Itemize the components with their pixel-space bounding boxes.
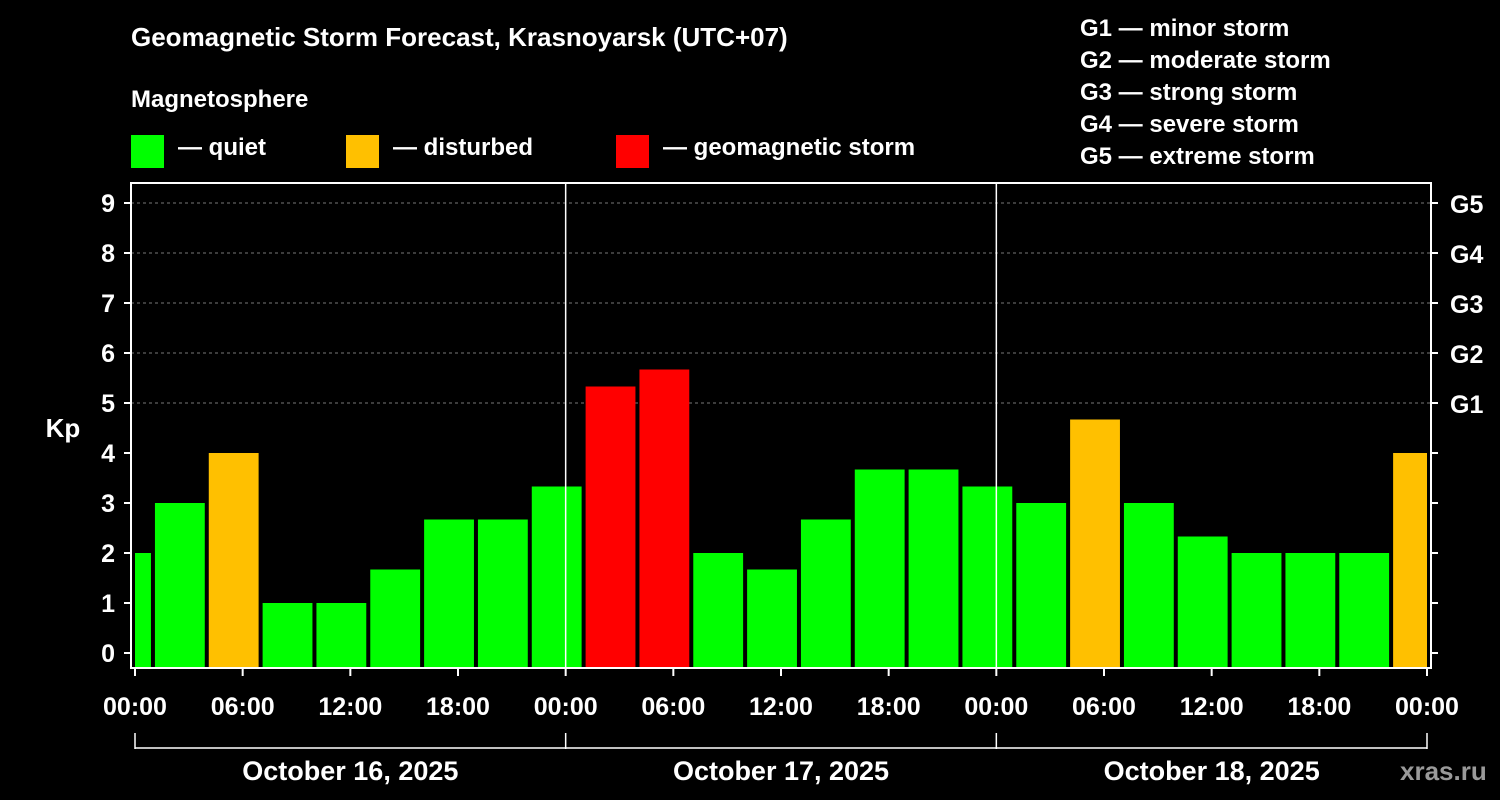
kp-bar xyxy=(1177,536,1228,668)
legend-swatch-disturbed xyxy=(346,134,379,168)
x-tick-label: 00:00 xyxy=(1395,693,1459,721)
date-axis: October 16, 2025 October 17, 2025 October … xyxy=(134,733,1428,786)
kp-bar xyxy=(693,553,744,668)
kp-bar xyxy=(1393,453,1427,668)
kp-bar xyxy=(316,603,367,668)
kp-bars xyxy=(135,369,1427,668)
g-scale-item-g3: G3 — strong storm xyxy=(1080,79,1298,106)
x-tick-label: 12:00 xyxy=(1180,693,1244,721)
y-tick-label: 0 xyxy=(101,640,115,668)
g-tick-label: G1 xyxy=(1450,391,1483,419)
date-label: October 17, 2025 xyxy=(673,756,889,786)
kp-bar xyxy=(747,569,797,668)
g-tick-label: G3 xyxy=(1450,291,1483,319)
legend-disturbed: — disturbed xyxy=(346,134,533,168)
kp-bar xyxy=(1231,553,1282,668)
kp-bar xyxy=(1016,503,1067,668)
y-axis-label: Kp xyxy=(46,413,81,443)
x-tick-label: 18:00 xyxy=(857,693,921,721)
kp-bar xyxy=(962,486,1013,668)
y-tick-label: 5 xyxy=(101,390,115,418)
y-tick-label: 6 xyxy=(101,340,115,368)
y-tick-label: 2 xyxy=(101,540,115,568)
brand-watermark: xras.ru xyxy=(1400,756,1487,786)
y-tick-label: 4 xyxy=(101,440,115,468)
x-tick-label: 06:00 xyxy=(211,693,275,721)
kp-bar xyxy=(1285,553,1336,668)
kp-bar xyxy=(854,469,905,668)
date-label: October 18, 2025 xyxy=(1104,756,1320,786)
kp-bar xyxy=(585,386,636,668)
legend-swatch-storm xyxy=(616,134,649,168)
y-tick-label: 3 xyxy=(101,490,115,518)
g-tick-label: G2 xyxy=(1450,341,1483,369)
kp-bar xyxy=(1070,419,1120,668)
legend-label-storm: — geomagnetic storm xyxy=(663,134,916,161)
x-tick-label: 00:00 xyxy=(534,693,598,721)
g-scale-legend: G1 — minor storm G2 — moderate storm G3 … xyxy=(1080,13,1331,173)
grid-lines xyxy=(131,202,1431,404)
kp-bar xyxy=(370,569,421,668)
g-scale-item-g1: G1 — minor storm xyxy=(1080,15,1290,42)
g-axis-ticks: G1 G2 G3 G4 G5 xyxy=(1431,191,1483,654)
chart-title: Geomagnetic Storm Forecast, Krasnoyarsk … xyxy=(131,22,788,52)
kp-bar xyxy=(531,486,582,668)
date-label: October 16, 2025 xyxy=(242,756,458,786)
legend-label-disturbed: — disturbed xyxy=(393,134,534,161)
legend-storm: — geomagnetic storm xyxy=(616,134,915,168)
x-tick-label: 12:00 xyxy=(318,693,382,721)
y-tick-label: 7 xyxy=(101,290,115,318)
x-tick-label: 18:00 xyxy=(1287,693,1351,721)
x-tick-label: 00:00 xyxy=(964,693,1028,721)
kp-bar xyxy=(262,603,313,668)
legend-quiet: — quiet xyxy=(131,134,266,168)
g-scale-item-g2: G2 — moderate storm xyxy=(1080,47,1331,74)
x-tick-label: 00:00 xyxy=(103,693,167,721)
kp-bar xyxy=(424,519,474,668)
kp-bar xyxy=(154,503,205,668)
kp-bar xyxy=(639,369,690,668)
kp-bar xyxy=(208,453,259,668)
y-tick-label: 9 xyxy=(101,190,115,218)
kp-bar xyxy=(800,519,851,668)
x-tick-label: 06:00 xyxy=(1072,693,1136,721)
x-tick-label: 06:00 xyxy=(641,693,705,721)
kp-bar xyxy=(1123,503,1174,668)
chart-subtitle: Magnetosphere xyxy=(131,86,309,113)
kp-bar xyxy=(908,469,959,668)
legend-swatch-quiet xyxy=(131,134,164,168)
legend-label-quiet: — quiet xyxy=(178,134,266,161)
kp-bar xyxy=(135,553,151,668)
g-scale-item-g4: G4 — severe storm xyxy=(1080,111,1299,138)
y-tick-label: 8 xyxy=(101,240,115,268)
kp-bar xyxy=(477,519,528,668)
g-tick-label: G4 xyxy=(1450,241,1483,269)
y-tick-label: 1 xyxy=(101,590,115,618)
x-axis-ticks: 00:00 06:00 12:00 18:00 00:00 06:00 12:00 18:00… xyxy=(103,668,1459,721)
kp-bar xyxy=(1339,553,1390,668)
g-scale-item-g5: G5 — extreme storm xyxy=(1080,143,1315,170)
g-tick-label: G5 xyxy=(1450,191,1483,219)
x-tick-label: 12:00 xyxy=(749,693,813,721)
x-tick-label: 18:00 xyxy=(426,693,490,721)
y-axis-ticks: 0 1 2 3 4 5 6 7 8 9 xyxy=(101,190,131,668)
